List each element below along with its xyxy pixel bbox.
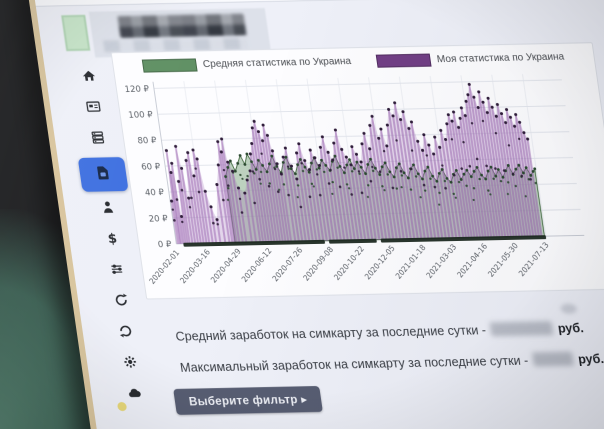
sidebar-item-gear[interactable] (105, 348, 155, 379)
screen-smudge (560, 303, 578, 314)
id-card-icon (84, 98, 103, 119)
svg-text:2021-03-03: 2021-03-03 (424, 242, 458, 280)
monitor-screen: ru/simcards $ Средняя статистика по Укра… (26, 0, 604, 429)
earnings-chart[interactable]: 0 ₽20 ₽40 ₽60 ₽80 ₽100 ₽120 ₽2020-02-012… (118, 67, 604, 292)
sidebar-item-sim-card[interactable] (77, 156, 129, 192)
sidebar-item-home[interactable] (64, 62, 114, 93)
chevron-right-icon: ▸ (300, 394, 309, 407)
legend-swatch-purple (376, 53, 433, 68)
svg-text:2020-02-01: 2020-02-01 (147, 248, 181, 286)
svg-text:100 ₽: 100 ₽ (128, 110, 154, 120)
refresh-icon (112, 291, 131, 312)
gear-icon (121, 353, 140, 374)
app-logo (61, 14, 91, 52)
svg-text:2020-09-08: 2020-09-08 (301, 245, 335, 283)
chart-card: Средняя статистика по Украина Моя статис… (110, 42, 604, 300)
redacted-account-name (117, 13, 247, 39)
sidebar-item-person[interactable] (83, 194, 133, 225)
svg-text:2021-07-13: 2021-07-13 (517, 240, 551, 278)
svg-text:2020-06-12: 2020-06-12 (240, 246, 274, 284)
svg-text:20 ₽: 20 ₽ (148, 214, 169, 224)
sim-card-icon (94, 164, 113, 185)
avg-earnings-text: Средний заработок на симкарту за последн… (174, 323, 487, 344)
cloud-icon (125, 384, 144, 405)
dollar-icon: $ (103, 230, 122, 251)
sidebar: $ (64, 62, 160, 410)
sidebar-item-list[interactable] (73, 124, 123, 155)
max-earnings-line: Максимальный заработок на симкарту за по… (179, 351, 604, 375)
max-earnings-text: Максимальный заработок на симкарту за по… (179, 353, 530, 375)
svg-text:2021-05-30: 2021-05-30 (486, 241, 520, 279)
avg-earnings-line: Средний заработок на симкарту за последн… (175, 320, 585, 344)
svg-text:2021-04-16: 2021-04-16 (455, 241, 489, 279)
svg-text:2020-07-26: 2020-07-26 (270, 245, 304, 283)
legend-swatch-green (142, 58, 199, 73)
list-icon (89, 129, 108, 150)
sidebar-item-id-card[interactable] (69, 93, 119, 124)
redacted-max-value (532, 351, 575, 367)
sidebar-item-dollar[interactable]: $ (87, 225, 137, 256)
svg-text:120 ₽: 120 ₽ (124, 84, 150, 94)
sidebar-item-sliders[interactable] (92, 256, 142, 287)
currency-label: руб. (556, 321, 585, 336)
svg-text:2021-01-18: 2021-01-18 (394, 243, 428, 281)
redacted-avg-value (489, 321, 554, 337)
filter-button-label: Выберите фильтр (188, 394, 299, 409)
sidebar-item-cloud[interactable] (110, 379, 160, 410)
currency-label: руб. (577, 352, 604, 367)
svg-text:2020-12-05: 2020-12-05 (363, 243, 397, 281)
svg-text:80 ₽: 80 ₽ (137, 136, 158, 146)
svg-text:2020-03-16: 2020-03-16 (178, 247, 212, 285)
home-icon (80, 67, 99, 88)
chart-area: 0 ₽20 ₽40 ₽60 ₽80 ₽100 ₽120 ₽2020-02-01 2… (118, 67, 604, 297)
sidebar-item-repeat[interactable] (101, 318, 151, 349)
svg-text:40 ₽: 40 ₽ (144, 188, 165, 198)
filter-button[interactable]: Выберите фильтр ▸ (173, 385, 324, 415)
svg-text:$: $ (107, 231, 118, 246)
legend-item-average[interactable]: Средняя статистика по Украина (142, 55, 352, 73)
person-icon (99, 199, 118, 220)
legend-item-mine[interactable]: Моя статистика по Украина (376, 51, 565, 68)
legend-label: Средняя статистика по Украина (202, 56, 352, 71)
legend-label: Моя статистика по Украина (436, 51, 565, 66)
svg-text:60 ₽: 60 ₽ (141, 162, 162, 172)
chat-widget-dot[interactable] (116, 401, 128, 412)
svg-text:2020-10-22: 2020-10-22 (332, 244, 366, 282)
svg-text:0 ₽: 0 ₽ (157, 240, 173, 250)
sidebar-item-refresh[interactable] (96, 287, 146, 318)
sliders-icon (108, 261, 127, 282)
svg-text:2020-04-29: 2020-04-29 (209, 247, 243, 285)
browser-topbar: ru/simcards (31, 0, 604, 7)
repeat-icon (116, 322, 135, 343)
